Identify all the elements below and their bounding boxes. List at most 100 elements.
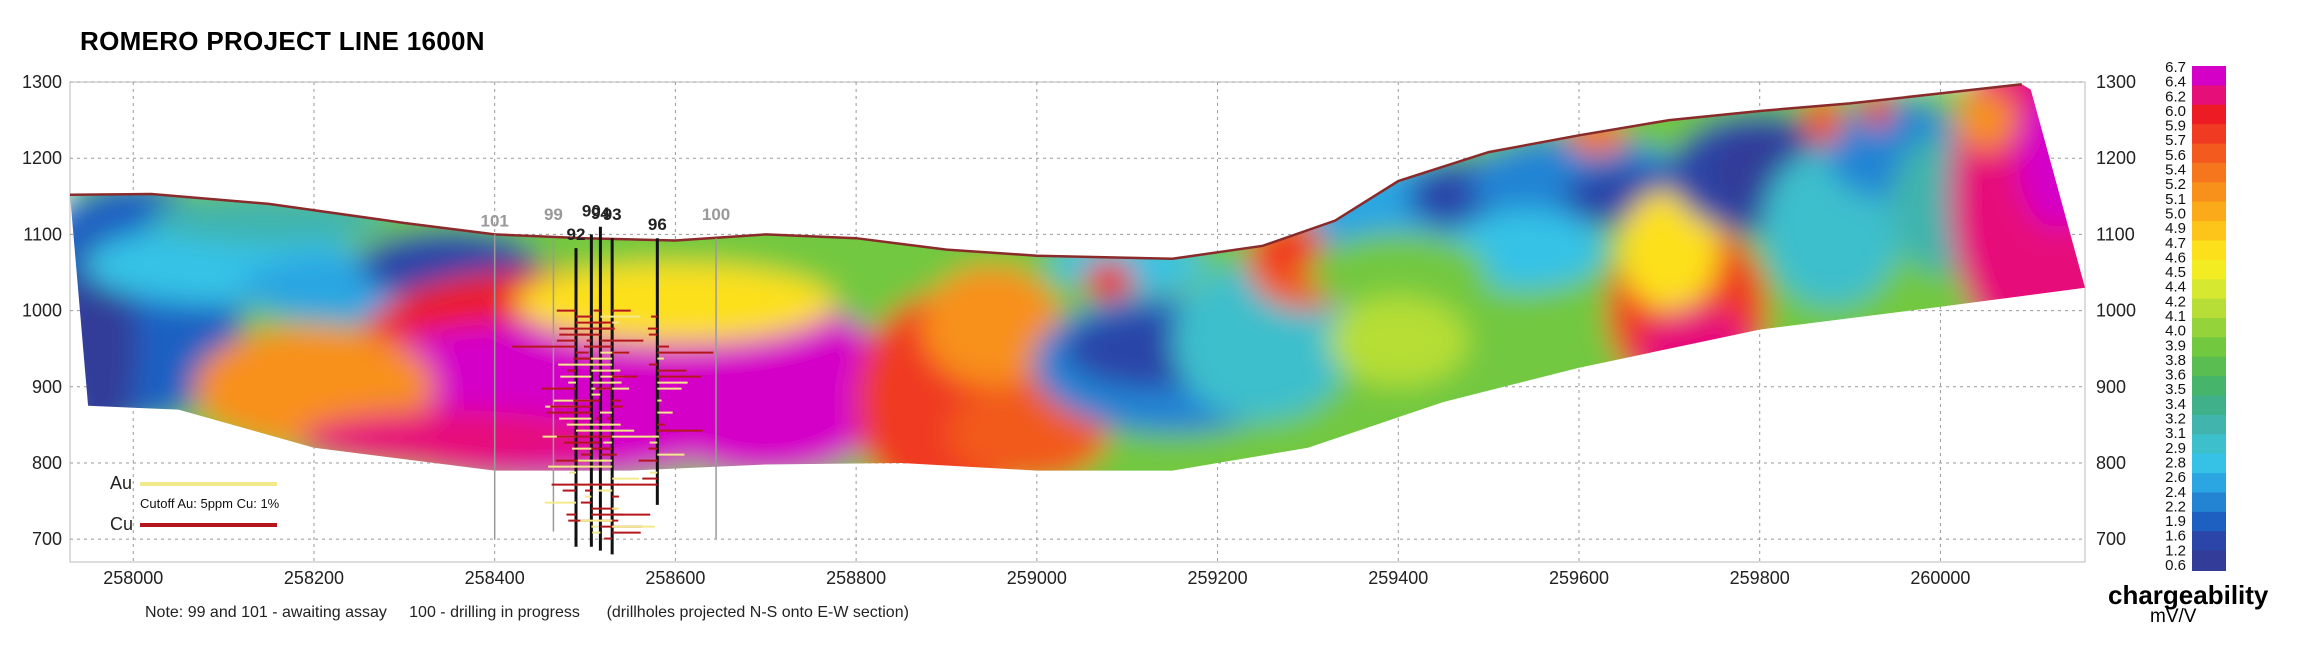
colorbar-label-22: 3.5	[2165, 381, 2186, 398]
colorbar-swatch-10	[2192, 259, 2226, 281]
drillhole-label-99: 99	[544, 205, 563, 224]
colorbar-label-19: 3.9	[2165, 337, 2186, 354]
colorbar-label-6: 5.6	[2165, 147, 2186, 164]
colorbar-label-21: 3.6	[2165, 367, 2186, 384]
colorbar-swatch-15	[2192, 356, 2226, 378]
colorbar-swatch-18	[2192, 414, 2226, 436]
plot-border	[69, 81, 2086, 563]
colorbar-swatch-4	[2192, 143, 2226, 164]
anomaly-41	[1308, 232, 1489, 313]
anomaly-42	[1328, 296, 1469, 387]
legend-cutoff: Cutoff Au: 5ppm Cu: 1%	[140, 496, 280, 511]
colorbar-label-9: 5.1	[2165, 191, 2186, 208]
colorbar-label-33: 1.2	[2165, 542, 2186, 559]
anomaly-39	[1862, 88, 1893, 129]
y-tick-right-700: 700	[2096, 529, 2126, 549]
colorbar-label-10: 5.0	[2165, 205, 2186, 222]
colorbar-swatch-20	[2192, 453, 2226, 475]
colorbar-swatch-14	[2192, 337, 2226, 358]
legend-cu-label: Cu	[110, 514, 133, 534]
colorbar-unit: mV/V	[2150, 606, 2197, 627]
colorbar-label-34: 0.6	[2165, 557, 2186, 574]
chart-note: Note: 99 and 101 - awaiting assay 100 - …	[145, 604, 909, 621]
colorbar-label-26: 2.9	[2165, 440, 2186, 457]
colorbar-swatch-5	[2192, 162, 2226, 184]
y-tick-right-1300: 1300	[2096, 72, 2136, 92]
y-tick-left-800: 800	[32, 453, 62, 473]
x-tick-259200: 259200	[1188, 568, 1248, 588]
x-tick-260000: 260000	[1910, 568, 1970, 588]
colorbar-label-32: 1.6	[2165, 528, 2186, 545]
y-tick-right-900: 900	[2096, 377, 2126, 397]
legend-au-label: Au	[110, 473, 132, 493]
colorbar-swatch-16	[2192, 376, 2226, 397]
plot-frame	[69, 81, 2086, 563]
y-tick-right-800: 800	[2096, 453, 2126, 473]
anomaly-11	[299, 410, 600, 471]
x-tick-258800: 258800	[826, 568, 886, 588]
x-tick-259400: 259400	[1368, 568, 1428, 588]
drillhole-label-93: 93	[603, 205, 622, 224]
colorbar-swatch-2	[2192, 104, 2226, 126]
colorbar-title: chargeability	[2108, 580, 2269, 610]
colorbar: 6.76.46.26.05.95.75.65.45.25.15.04.94.74…	[2165, 59, 2226, 574]
colorbar-label-8: 5.2	[2165, 176, 2186, 193]
anomaly-38	[1802, 95, 1843, 146]
y-axis-ticks-right: 1300 1200 1100 1000 900 800 700	[2096, 72, 2136, 549]
x-axis-ticks: 258000 258200 258400 258600 258800 259000 2592…	[103, 568, 1970, 588]
y-tick-right-1100: 1100	[2096, 224, 2135, 244]
colorbar-swatch-1	[2192, 85, 2226, 106]
colorbar-swatch-0	[2192, 66, 2226, 87]
colorbar-swatch-7	[2192, 201, 2226, 223]
colorbar-label-27: 2.8	[2165, 454, 2186, 471]
colorbar-label-31: 1.9	[2165, 513, 2186, 530]
anomaly-5	[148, 194, 389, 245]
x-tick-258400: 258400	[465, 568, 525, 588]
colorbar-label-28: 2.6	[2165, 469, 2186, 486]
colorbar-swatch-8	[2192, 221, 2226, 242]
anomaly-13	[921, 265, 1062, 386]
anomaly-40	[1955, 90, 2016, 151]
drillhole-label-101: 101	[480, 211, 508, 230]
colorbar-label-7: 5.4	[2165, 162, 2186, 179]
y-tick-right-1200: 1200	[2096, 148, 2136, 168]
drillhole-label-90: 90	[582, 201, 601, 220]
drillhole-label-96: 96	[648, 215, 667, 234]
y-tick-right-1000: 1000	[2096, 301, 2136, 321]
drillhole-label-92: 92	[567, 225, 586, 244]
colorbar-swatch-17	[2192, 395, 2226, 416]
y-tick-left-1100: 1100	[23, 224, 62, 244]
x-tick-258200: 258200	[284, 568, 344, 588]
anomaly-9	[515, 262, 836, 343]
colorbar-label-2: 6.2	[2165, 88, 2186, 105]
y-tick-left-1200: 1200	[22, 148, 62, 168]
assay-legend: Au Cutoff Au: 5ppm Cu: 1% Cu	[110, 473, 280, 534]
colorbar-swatch-6	[2192, 182, 2226, 203]
colorbar-label-3: 6.0	[2165, 103, 2186, 120]
colorbar-swatch-23	[2192, 511, 2226, 533]
colorbar-label-25: 3.1	[2165, 425, 2186, 442]
colorbar-swatch-13	[2192, 318, 2226, 339]
colorbar-label-17: 4.1	[2165, 308, 2186, 325]
y-axis-ticks-left: 1300 1200 1100 1000 900 800 700	[22, 72, 62, 549]
x-tick-259800: 259800	[1730, 568, 1790, 588]
anomaly-29	[1619, 189, 1720, 310]
colorbar-label-29: 2.4	[2165, 484, 2186, 501]
x-tick-258000: 258000	[103, 568, 163, 588]
anomaly-28	[1636, 303, 1757, 424]
colorbar-swatch-24	[2192, 531, 2226, 552]
colorbar-label-1: 6.4	[2165, 74, 2186, 91]
colorbar-label-24: 3.2	[2165, 411, 2186, 428]
colorbar-label-0: 6.7	[2165, 59, 2186, 76]
x-tick-259600: 259600	[1549, 568, 1609, 588]
x-tick-259000: 259000	[1007, 568, 1067, 588]
colorbar-swatch-12	[2192, 298, 2226, 319]
colorbar-label-16: 4.2	[2165, 293, 2186, 310]
drillhole-label-100: 100	[702, 205, 730, 224]
colorbar-label-11: 4.9	[2165, 220, 2186, 237]
y-tick-left-1000: 1000	[22, 301, 62, 321]
colorbar-label-14: 4.5	[2165, 264, 2186, 281]
anomaly-19	[1084, 260, 1135, 301]
colorbar-label-4: 5.9	[2165, 118, 2186, 135]
colorbar-label-20: 3.8	[2165, 352, 2186, 369]
